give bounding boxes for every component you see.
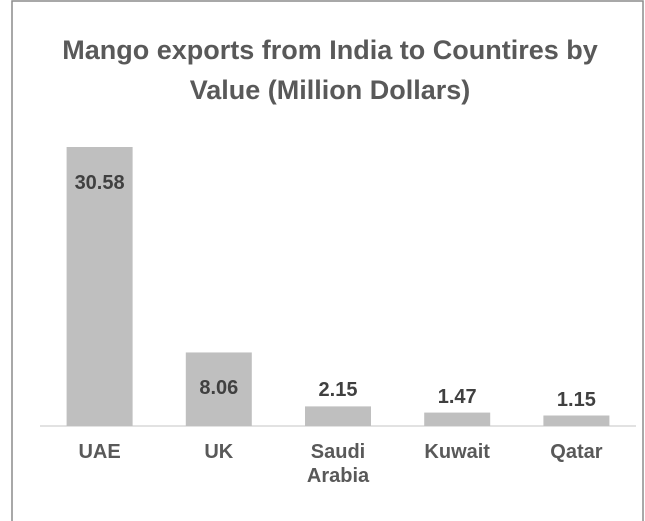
chart-title: Mango exports from India to Countires by…	[62, 35, 598, 105]
data-label: 8.06	[199, 377, 239, 400]
x-tick-label: UK	[204, 441, 234, 463]
data-label: 1.47	[437, 385, 477, 408]
bar	[424, 412, 491, 426]
chart-frame	[11, 0, 644, 521]
x-tick-label: Kuwait	[424, 441, 490, 463]
x-tick-label: UAE	[78, 441, 121, 463]
data-label: 1.15	[556, 388, 596, 411]
bar	[543, 415, 610, 426]
bar	[66, 147, 133, 426]
bar	[185, 352, 252, 426]
x-tick-label: Qatar	[550, 441, 603, 463]
data-label: 2.15	[318, 379, 358, 402]
x-tick-label: Saudi Arabia	[306, 441, 370, 487]
bar	[305, 406, 371, 426]
data-label: 30.58	[74, 172, 125, 194]
